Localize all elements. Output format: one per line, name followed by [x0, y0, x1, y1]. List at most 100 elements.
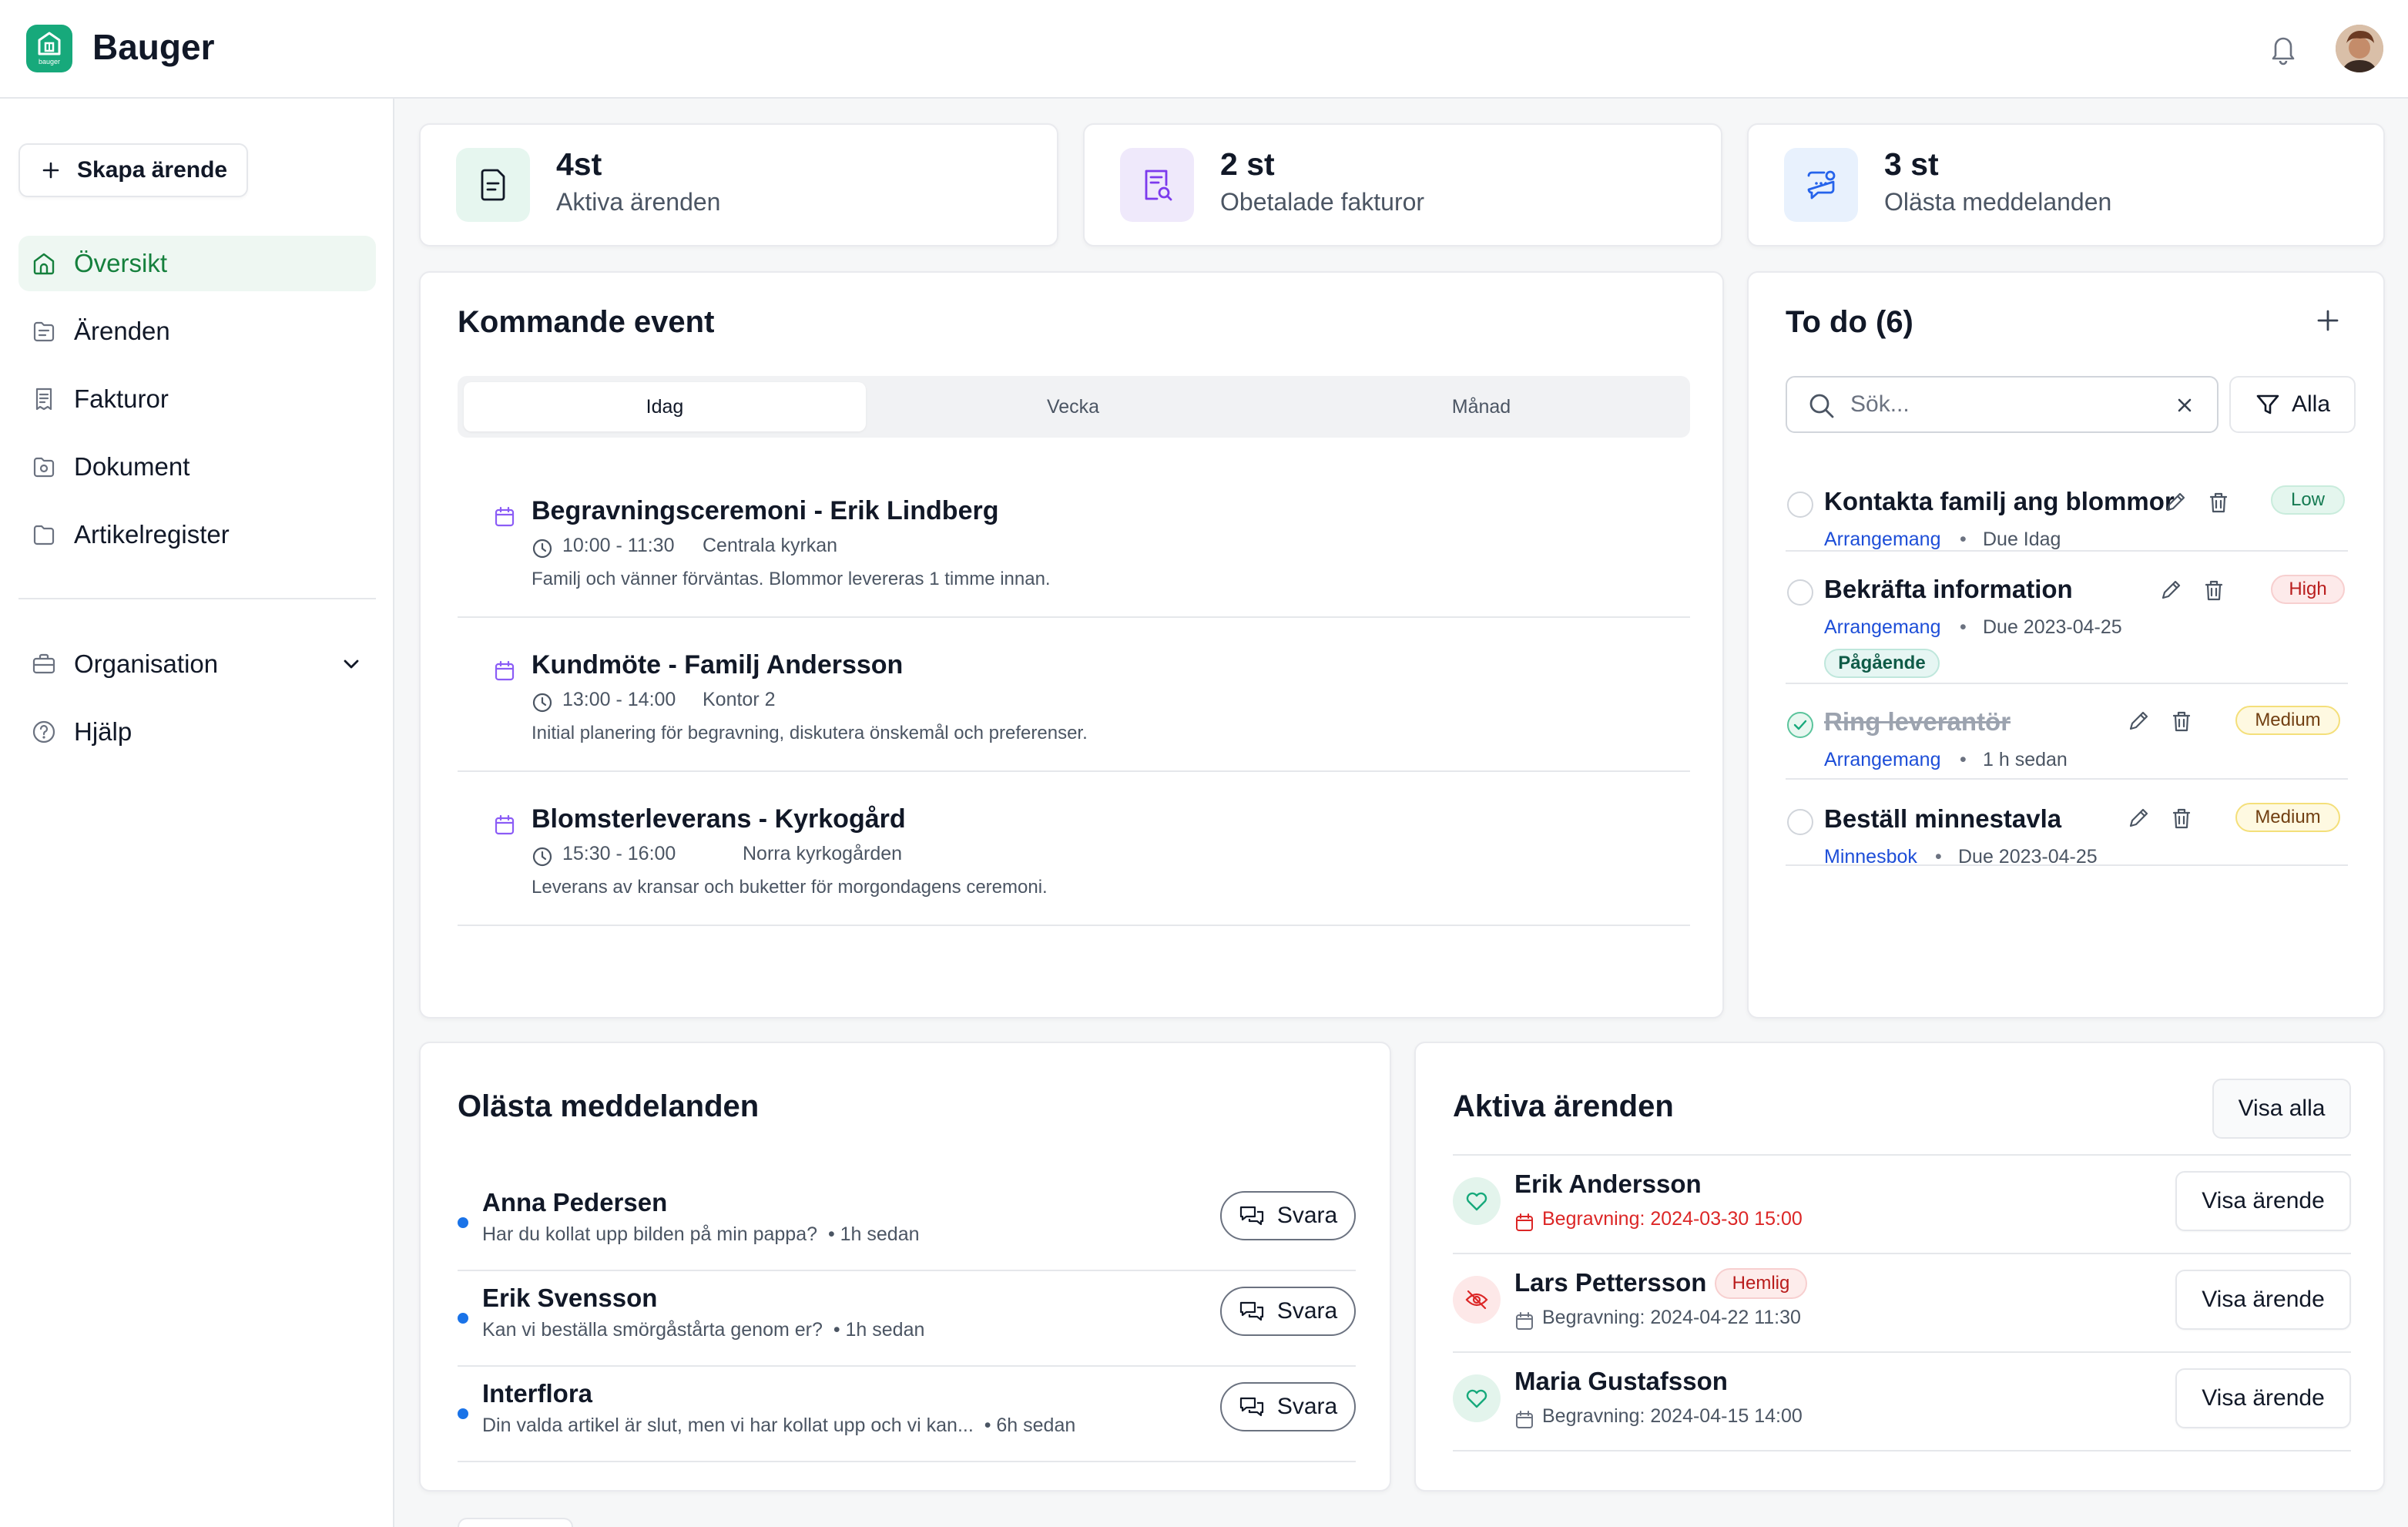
- sidebar-item-organisation[interactable]: Organisation: [18, 636, 376, 692]
- message-item[interactable]: Interflora Din valda artikel är slut, me…: [458, 1367, 1356, 1462]
- sidebar: Skapa ärende Översikt Ärenden Fakturor D…: [0, 99, 394, 1527]
- case-row[interactable]: Erik Andersson Begravning: 2024-03-30 15…: [1453, 1156, 2351, 1254]
- tab-manad[interactable]: Månad: [1451, 395, 1511, 418]
- document-icon: [33, 457, 55, 478]
- create-case-button[interactable]: Skapa ärende: [18, 143, 248, 197]
- event-item[interactable]: Blomsterleverans - Kyrkogård 15:30 - 16:…: [458, 772, 1690, 926]
- unread-messages-card: Olästa meddelanden Anna Pedersen Har du …: [419, 1042, 1391, 1492]
- case-name: Lars Pettersson: [1514, 1268, 1707, 1297]
- briefcase-icon: [32, 653, 55, 674]
- stat-card-active-cases[interactable]: 4st Aktiva ärenden: [419, 123, 1058, 247]
- sidebar-item-label: Översikt: [74, 249, 168, 277]
- sidebar-item-oversikt[interactable]: Översikt: [18, 236, 376, 291]
- stat-label: Obetalade fakturor: [1220, 188, 1425, 216]
- message-sender: Anna Pedersen: [482, 1188, 668, 1217]
- todo-search-input[interactable]: Sök...: [1786, 376, 2219, 433]
- show-all-button[interactable]: Visa alla: [2212, 1079, 2351, 1139]
- trash-icon[interactable]: [2169, 806, 2194, 831]
- view-case-button[interactable]: Visa ärende: [2175, 1171, 2351, 1231]
- todo-title: Bekräfta information: [1824, 575, 2073, 603]
- todo-category-link[interactable]: Arrangemang: [1824, 749, 1941, 770]
- view-case-button[interactable]: Visa ärende: [2175, 1368, 2351, 1428]
- sidebar-item-artikelregister[interactable]: Artikelregister: [18, 507, 376, 562]
- top-header: bauger Bauger: [0, 0, 2408, 99]
- case-date: Begravning: 2024-04-22 11:30: [1542, 1307, 1801, 1328]
- trash-icon[interactable]: [2202, 578, 2226, 602]
- stat-card-unread-messages[interactable]: 3 st Olästa meddelanden: [1747, 123, 2385, 247]
- help-circle-icon: [32, 720, 55, 743]
- edit-pencil-icon[interactable]: [2126, 709, 2151, 733]
- todo-checkbox[interactable]: [1787, 492, 1813, 518]
- event-location: Norra kyrkogården: [743, 843, 903, 864]
- separator-dot: •: [1960, 529, 1967, 550]
- case-row[interactable]: Maria Gustafsson Begravning: 2024-04-15 …: [1453, 1353, 2351, 1451]
- todo-due: Due Idag: [1983, 529, 2061, 550]
- invoice-search-icon: [1145, 169, 1172, 201]
- message-item[interactable]: Anna Pedersen Har du kollat upp bilden p…: [458, 1176, 1356, 1271]
- edit-pencil-icon[interactable]: [2126, 806, 2151, 831]
- todo-checkbox[interactable]: [1787, 809, 1813, 835]
- heart-icon: [1466, 1192, 1487, 1211]
- todo-item[interactable]: Ring leverantör Medium Arrangemang • 1 h…: [1786, 684, 2348, 780]
- reply-button[interactable]: Svara: [1220, 1382, 1356, 1431]
- message-item[interactable]: Erik Svensson Kan vi beställa smörgåstår…: [458, 1271, 1356, 1367]
- clear-search-icon[interactable]: [2175, 396, 2194, 414]
- sidebar-item-arenden[interactable]: Ärenden: [18, 304, 376, 359]
- message-preview: Har du kollat upp bilden på min pappa? •…: [482, 1223, 920, 1245]
- todo-item[interactable]: Bekräfta information High Arrangemang • …: [1786, 564, 2348, 684]
- todo-category-link[interactable]: Arrangemang: [1824, 529, 1941, 550]
- view-case-button[interactable]: Visa ärende: [2175, 1270, 2351, 1330]
- active-cases-card: Aktiva ärenden Visa alla Erik Andersson …: [1414, 1042, 2385, 1492]
- filter-label: Alla: [2291, 391, 2331, 417]
- calendar-icon: [495, 814, 515, 835]
- house-logo-icon: [38, 32, 61, 55]
- reply-button[interactable]: Svara: [1220, 1191, 1356, 1240]
- cases-title: Aktiva ärenden: [1453, 1089, 1674, 1123]
- todo-category-link[interactable]: Minnesbok: [1824, 846, 1917, 868]
- search-placeholder: Sök...: [1850, 391, 1910, 417]
- todo-item[interactable]: Kontakta familj ang blommor Low Arrangem…: [1786, 475, 2348, 552]
- calendar-icon: [1516, 1411, 1533, 1428]
- event-item[interactable]: Kundmöte - Familj Andersson 13:00 - 14:0…: [458, 618, 1690, 772]
- todo-category-link[interactable]: Arrangemang: [1824, 616, 1941, 638]
- stat-label: Olästa meddelanden: [1884, 188, 2112, 216]
- trash-icon[interactable]: [2169, 709, 2194, 733]
- stat-label: Aktiva ärenden: [556, 188, 721, 216]
- sidebar-item-dokument[interactable]: Dokument: [18, 439, 376, 495]
- sidebar-item-fakturor[interactable]: Fakturor: [18, 371, 376, 427]
- bell-icon[interactable]: [2268, 32, 2299, 66]
- edit-pencil-icon[interactable]: [2158, 578, 2183, 602]
- heart-icon: [1466, 1389, 1487, 1408]
- add-todo-plus-icon[interactable]: [2314, 307, 2342, 334]
- events-tabs: Idag Vecka Månad: [458, 376, 1690, 438]
- folder-icon: [33, 525, 55, 545]
- chevron-down-icon[interactable]: [339, 652, 364, 676]
- logo[interactable]: bauger: [26, 25, 72, 72]
- message-time: • 1h sedan: [833, 1319, 925, 1341]
- event-item[interactable]: Begravningsceremoni - Erik Lindberg 10:0…: [458, 464, 1690, 618]
- sidebar-item-hjalp[interactable]: Hjälp: [18, 704, 376, 760]
- tab-vecka[interactable]: Vecka: [1046, 395, 1100, 418]
- reply-button[interactable]: Svara: [1220, 1287, 1356, 1336]
- edit-pencil-icon[interactable]: [2163, 490, 2188, 515]
- message-time: • 6h sedan: [984, 1415, 1076, 1436]
- case-row[interactable]: Lars Pettersson Hemlig Begravning: 2024-…: [1453, 1254, 2351, 1353]
- search-icon: [1809, 394, 1834, 418]
- todo-filter-button[interactable]: Alla: [2229, 376, 2356, 433]
- todo-checkbox[interactable]: [1787, 579, 1813, 606]
- receipt-icon: [35, 388, 52, 411]
- stat-icon-bg: [1784, 148, 1858, 222]
- trash-icon[interactable]: [2206, 490, 2231, 515]
- event-description: Familj och vänner förväntas. Blommor lev…: [532, 569, 1051, 589]
- stat-number: 4st: [556, 146, 602, 182]
- chat-icon: [1239, 1301, 1263, 1321]
- todo-checkbox-checked[interactable]: [1787, 712, 1813, 738]
- avatar[interactable]: [2336, 25, 2383, 72]
- stat-card-unpaid-invoices[interactable]: 2 st Obetalade fakturor: [1083, 123, 1722, 247]
- case-status-icon: [1453, 1177, 1501, 1225]
- todo-item[interactable]: Beställ minnestavla Medium Minnesbok • D…: [1786, 780, 2348, 868]
- stat-icon-bg: [456, 148, 530, 222]
- tab-idag[interactable]: Idag: [464, 382, 866, 431]
- todo-due: Due 2023-04-25: [1983, 616, 2122, 638]
- event-location: Centrala kyrkan: [703, 535, 838, 556]
